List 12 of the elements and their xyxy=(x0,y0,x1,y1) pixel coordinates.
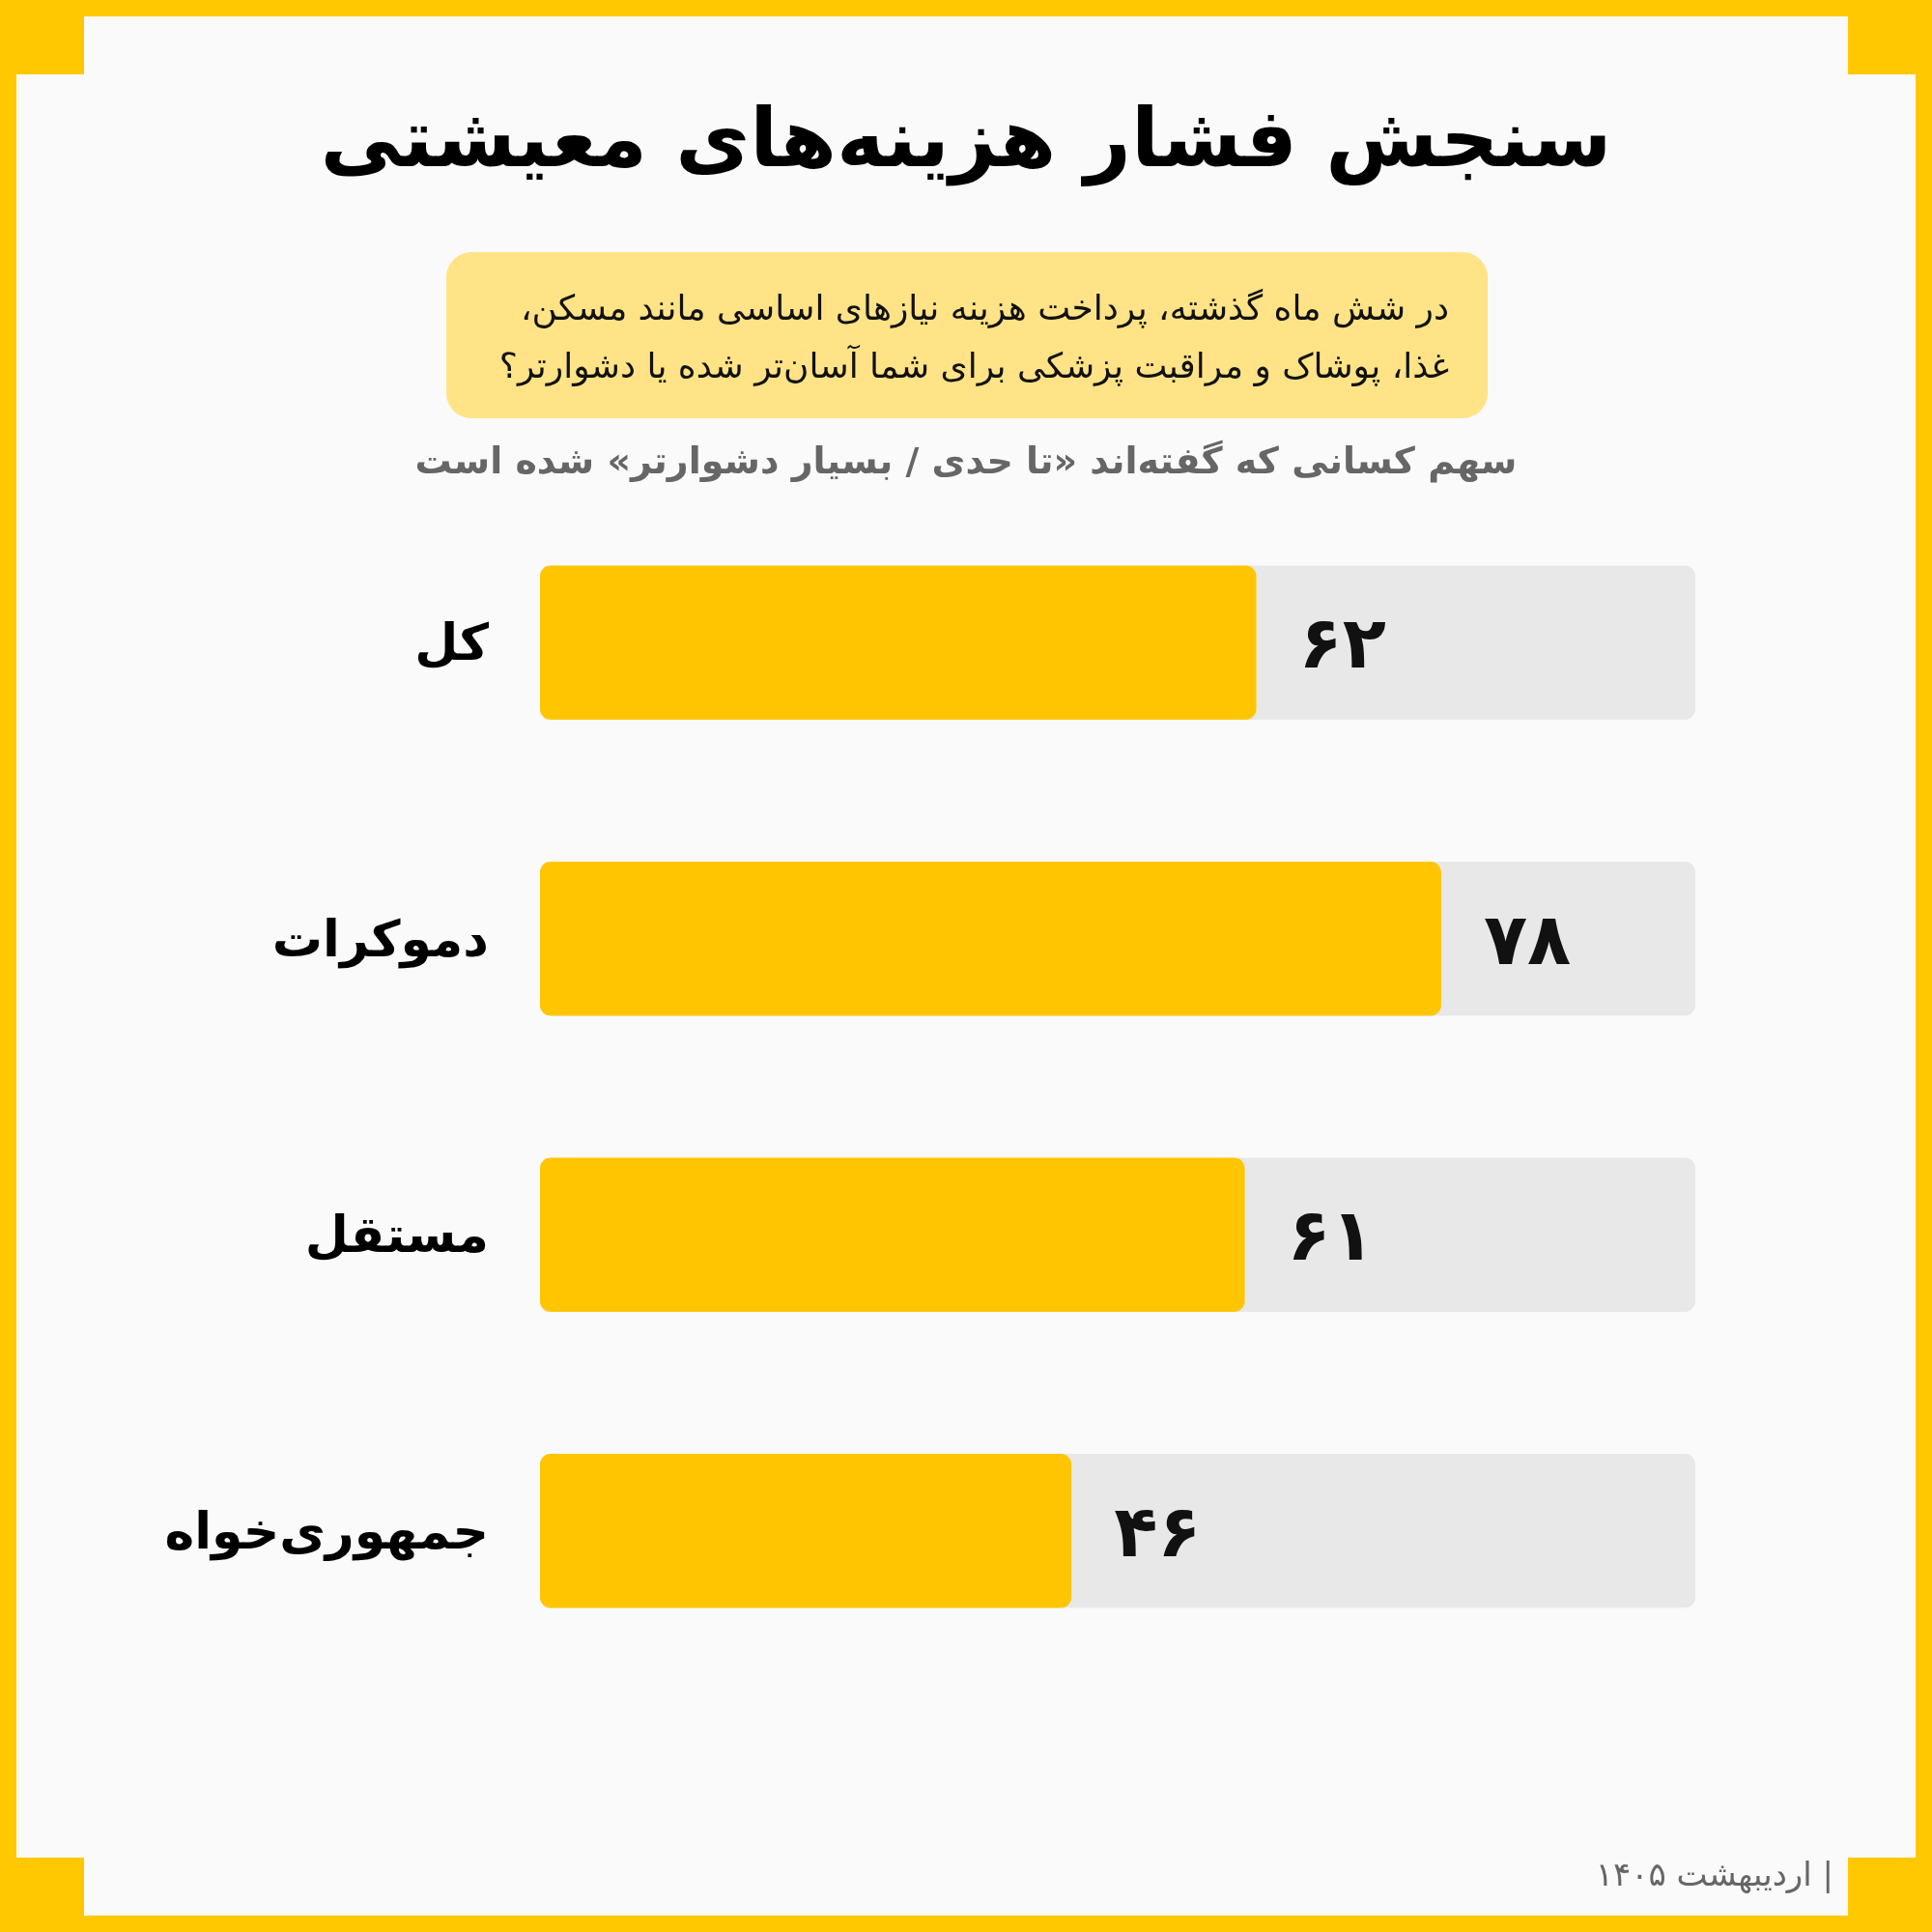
y-tick-label: مستقل xyxy=(304,1206,489,1264)
data-label: ۴۶ xyxy=(1114,1489,1202,1573)
x-axis-title: سهم کسانی که گفته‌اند «تا حدی / بسیار دشوارتر» شده است xyxy=(414,440,1518,483)
text: | اردیبهشت ۱۴۰۵ xyxy=(1595,1855,1833,1893)
y-tick-label: جمهوری‌خواه xyxy=(164,1501,489,1561)
data-label: ۶۲ xyxy=(1298,601,1386,685)
chart-title: سنجش فشار هزینه‌های معیشتی xyxy=(320,91,1612,186)
chart-subtitle: در شش ماه گذشته، پرداخت هزینه نیازهای اساسی مانند مسکن، غذا، پوشاک و مراقبت پزشکی برای شما آسان‌تر شده یا دشوارتر؟ xyxy=(498,288,1449,386)
data-label: ۶۱ xyxy=(1287,1193,1375,1277)
y-tick-label: دموکرات xyxy=(271,909,489,969)
y-tick-label: کل xyxy=(414,613,490,672)
data-label: ۷۸ xyxy=(1483,896,1572,980)
